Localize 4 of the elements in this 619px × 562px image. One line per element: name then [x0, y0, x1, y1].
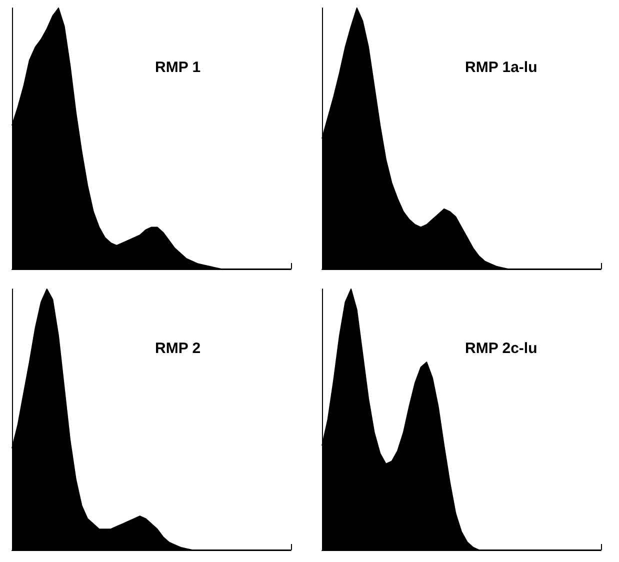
text: RMP 1: [155, 59, 201, 76]
text: RMP 2: [155, 340, 201, 357]
text: RMP 1a-lu: [465, 59, 538, 76]
text: RMP 2c-lu: [465, 340, 538, 357]
